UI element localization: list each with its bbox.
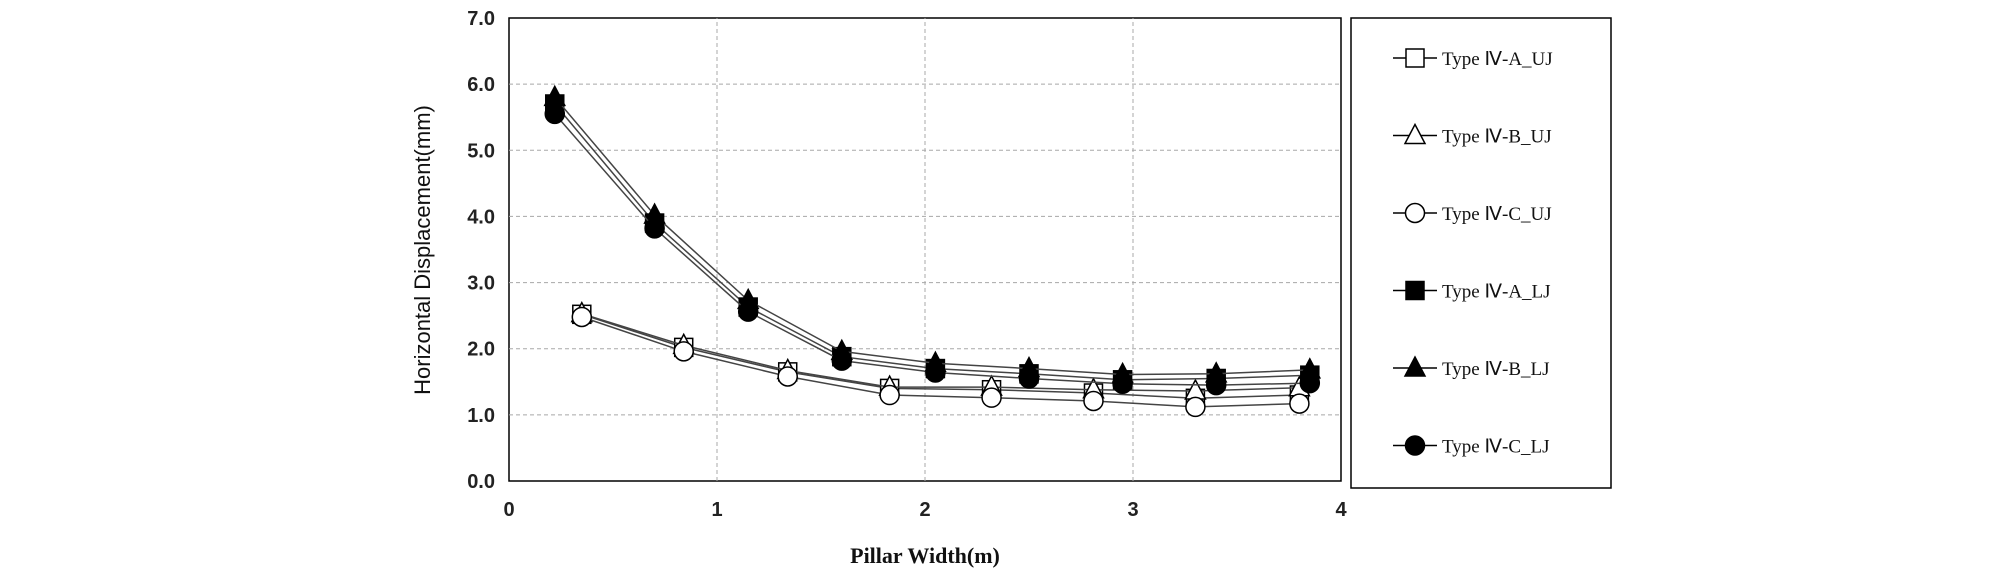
y-tick-label: 4.0	[467, 206, 495, 228]
data-point	[831, 350, 853, 371]
legend-marker	[1403, 355, 1427, 377]
grid	[509, 18, 1341, 481]
y-tick-label: 5.0	[467, 140, 495, 162]
series-3	[571, 306, 1310, 418]
legend: Type Ⅳ-A_UJ Type Ⅳ-B_UJ Type Ⅳ-C_UJ Type Ⅳ-…	[1393, 48, 1553, 458]
data-point	[777, 366, 798, 387]
data-point	[1018, 368, 1040, 389]
data-point	[879, 384, 900, 406]
legend-label: Type Ⅳ-B_LJ	[1442, 359, 1550, 380]
x-tick-label: 4	[1335, 499, 1347, 521]
series-line	[581, 312, 1300, 392]
data-point	[571, 306, 593, 328]
data-point	[1289, 393, 1310, 414]
y-axis-title: Horizontal Displacement(mm)	[410, 105, 435, 395]
series-group	[543, 84, 1322, 418]
legend-entry: Type Ⅳ-C_LJ	[1393, 435, 1550, 458]
legend-marker	[1404, 202, 1426, 224]
data-point	[644, 218, 665, 239]
y-tick-label: 0.0	[467, 471, 495, 493]
data-point	[1083, 390, 1104, 412]
legend-label: Type Ⅳ-C_LJ	[1442, 437, 1550, 458]
legend-marker	[1405, 48, 1425, 68]
x-tick-label: 3	[1127, 499, 1138, 521]
legend-entry: Type Ⅳ-B_UJ	[1393, 122, 1552, 148]
data-point	[1205, 374, 1227, 396]
legend-marker	[1403, 122, 1427, 145]
legend-entry: Type Ⅳ-B_LJ	[1393, 355, 1550, 380]
x-ticks: 0 1 2 3 4	[503, 499, 1347, 521]
legend-entry: Type Ⅳ-C_UJ	[1393, 202, 1552, 225]
data-point	[1112, 373, 1133, 395]
x-tick-label: 1	[711, 499, 722, 521]
legend-marker	[1405, 280, 1425, 301]
y-ticks: 0.0 1.0 2.0 3.0 4.0 5.0 6.0 7.0	[467, 8, 495, 493]
legend-entry: Type Ⅳ-A_LJ	[1393, 280, 1551, 303]
x-tick-label: 2	[919, 499, 930, 521]
data-point	[925, 362, 946, 383]
legend-entry: Type Ⅳ-A_UJ	[1393, 48, 1553, 70]
x-axis-title: Pillar Width(m)	[850, 543, 1000, 568]
legend-label: Type Ⅳ-C_UJ	[1442, 204, 1552, 225]
legend-marker	[1404, 435, 1426, 456]
data-point	[544, 103, 566, 125]
legend-label: Type Ⅳ-A_UJ	[1442, 49, 1553, 70]
y-tick-label: 3.0	[467, 273, 495, 295]
series-6	[544, 103, 1321, 396]
data-point	[1185, 396, 1206, 418]
data-point	[737, 301, 759, 322]
series-line	[581, 313, 1300, 400]
y-tick-label: 6.0	[467, 74, 495, 96]
y-tick-label: 2.0	[467, 339, 495, 361]
legend-box	[1350, 17, 1612, 489]
data-point	[981, 387, 1002, 408]
y-tick-label: 7.0	[467, 8, 495, 30]
data-point	[1299, 372, 1321, 394]
legend-label: Type Ⅳ-A_LJ	[1442, 282, 1551, 303]
series-line	[581, 316, 1300, 408]
data-point	[673, 341, 694, 362]
legend-label: Type Ⅳ-B_UJ	[1442, 127, 1552, 148]
x-tick-label: 0	[503, 499, 514, 521]
y-tick-label: 1.0	[467, 405, 495, 427]
